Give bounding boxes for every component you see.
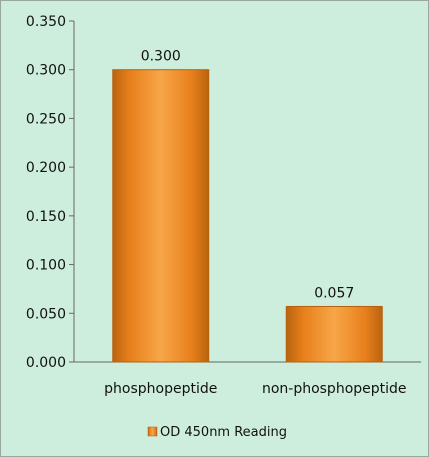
- y-axis-ticks: 0.000 0.050 0.100 0.150 0.200 0.250 0.300 0.350: [26, 14, 74, 371]
- x-axis-labels: phosphopeptide non-phosphopeptide: [104, 381, 406, 397]
- x-category-label: phosphopeptide: [104, 381, 217, 397]
- data-labels-group: 0.300 0.057: [141, 49, 355, 302]
- y-tick-label: 0.150: [26, 209, 66, 225]
- bar-phosphopeptide: [112, 69, 210, 363]
- y-tick-label: 0.000: [26, 355, 66, 371]
- bars-group: [112, 69, 383, 363]
- y-tick-label: 0.100: [26, 258, 66, 274]
- data-label: 0.300: [141, 49, 181, 65]
- y-tick-label: 0.300: [26, 63, 66, 79]
- y-tick-label: 0.050: [26, 306, 66, 322]
- x-category-label: non-phosphopeptide: [262, 381, 407, 397]
- bar-non-phosphopeptide: [285, 305, 383, 363]
- y-tick-label: 0.350: [26, 14, 66, 30]
- data-label: 0.057: [314, 285, 354, 301]
- legend-label: OD 450nm Reading: [160, 425, 287, 440]
- legend-swatch: [147, 426, 158, 437]
- y-tick-label: 0.200: [26, 160, 66, 176]
- legend: OD 450nm Reading: [147, 425, 287, 440]
- y-tick-label: 0.250: [26, 111, 66, 127]
